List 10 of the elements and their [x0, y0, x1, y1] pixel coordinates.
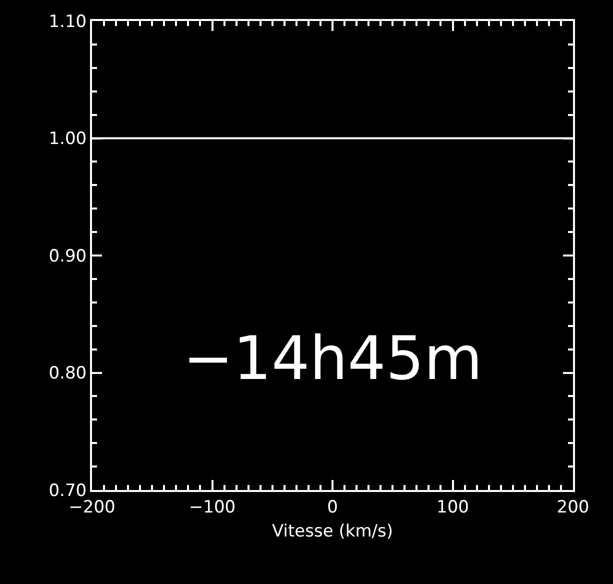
annotation: −14h45m	[183, 324, 482, 394]
y-tick-label: 0.90	[48, 246, 87, 266]
y-tick-label: 1.00	[48, 129, 87, 150]
x-tick-label: 0	[327, 497, 338, 518]
x-tick-label: 200	[556, 497, 590, 518]
x-tick-label: 100	[436, 497, 469, 518]
x-axis-title: Vitesse (km/s)	[272, 521, 393, 542]
x-tick-label: −100	[188, 497, 236, 518]
y-tick-label: 1.10	[48, 12, 87, 32]
y-tick-label: 0.80	[48, 364, 87, 384]
